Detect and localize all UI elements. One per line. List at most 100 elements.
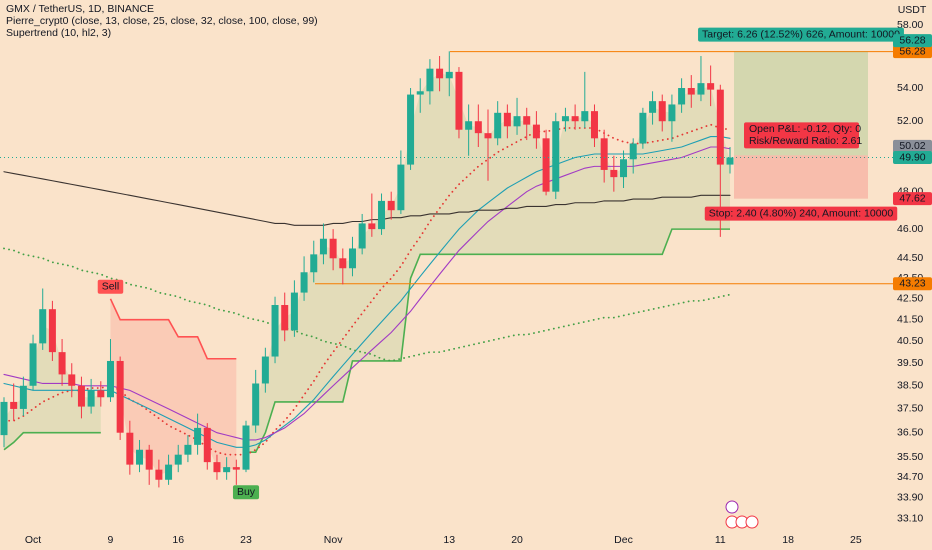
candle-body [687, 88, 695, 95]
candle-body [281, 305, 289, 331]
x-tick-label: 9 [108, 534, 114, 546]
sell-label: Sell [102, 281, 120, 293]
event-icon[interactable] [725, 500, 739, 514]
candle-body [697, 83, 705, 95]
candle-body [19, 385, 27, 409]
supertrend-line [109, 298, 237, 360]
candle-body [339, 258, 347, 269]
candle-body [116, 360, 124, 433]
candle-body [358, 223, 366, 249]
y-tick-label: 41.50 [897, 314, 923, 326]
candle-body [678, 88, 686, 105]
y-tick-label: 52.00 [897, 115, 923, 127]
x-tick-label: 11 [715, 534, 726, 546]
candle-body [252, 383, 260, 426]
candle-body [610, 169, 618, 178]
y-tick-label: 40.50 [897, 335, 923, 347]
candle-body [436, 68, 444, 79]
y-tick-label: 46.00 [897, 223, 923, 235]
line-price-tag: 43.23 [899, 278, 925, 290]
candle-body [726, 157, 734, 165]
x-tick-label: 16 [172, 534, 184, 546]
candle-body [426, 68, 434, 92]
candle-body [145, 449, 153, 470]
candle-body [77, 385, 85, 407]
x-tick-label: Dec [614, 534, 633, 546]
x-tick-label: 18 [782, 534, 794, 546]
candle-body [271, 305, 279, 357]
candle-body [10, 401, 18, 409]
candle-body [590, 111, 598, 139]
line-price-tag: 56.28 [899, 45, 925, 57]
moving-average [3, 123, 731, 456]
candle-body [581, 111, 589, 122]
candle-body [68, 374, 76, 386]
candle-body [97, 390, 105, 398]
candle-body [397, 164, 405, 211]
supertrend-line [3, 431, 101, 451]
entry-price-tag: 50.02 [899, 140, 925, 152]
candle-body [319, 238, 327, 255]
stop-label: Stop: 2.40 (4.80%) 240, Amount: 10000 [709, 207, 894, 219]
candle-body [126, 432, 134, 465]
plot-area [0, 51, 893, 488]
y-tick-label: 39.50 [897, 357, 923, 369]
buy-label: Buy [237, 486, 256, 498]
candle-body [707, 83, 715, 90]
x-tick-label: 25 [850, 534, 862, 546]
candle-body [174, 454, 182, 465]
entry-price-tag-bg [893, 139, 932, 153]
risk-reward-label: Risk/Reward Ratio: 2.61 [749, 135, 862, 147]
candle-body [29, 343, 37, 386]
supertrend-fill [4, 326, 101, 450]
candle-body [649, 101, 657, 113]
candle-body [484, 133, 492, 139]
candle-body [242, 425, 250, 470]
indicator-label: Supertrend (10, hl2, 3) [6, 27, 111, 39]
candle-body [203, 427, 211, 463]
candle-body [213, 462, 221, 473]
candle-body [416, 91, 424, 95]
candle-body [668, 104, 676, 122]
x-tick-label: 20 [511, 534, 523, 546]
candle-body [639, 112, 647, 144]
x-tick-label: Oct [25, 534, 41, 546]
stop-price-tag-bg [893, 192, 932, 206]
supertrend-fill [246, 73, 730, 453]
candle-body [600, 138, 608, 170]
candle-body [48, 309, 56, 353]
last-price-tag: 49.90 [899, 151, 925, 163]
y-tick-label: 37.50 [897, 403, 923, 415]
chart-title: GMX / TetherUS, 1D, BINANCE [6, 3, 154, 15]
candle-body [300, 272, 308, 293]
candle-body [455, 71, 463, 130]
buy-label-bg [232, 485, 260, 500]
target-price-tag-bg [893, 34, 932, 48]
candle-body [532, 124, 540, 139]
candle-body [87, 390, 95, 407]
icons [725, 500, 759, 529]
candle-body [445, 71, 453, 79]
stop-label-bg [704, 206, 898, 221]
candle-body [348, 248, 356, 269]
candle-body [155, 469, 163, 480]
candle-body [310, 254, 318, 273]
event-icon[interactable] [745, 515, 759, 529]
x-tick-label: Nov [324, 534, 343, 546]
candle-body [620, 159, 628, 178]
candle-body [165, 464, 173, 480]
x-tick-label: 23 [240, 534, 252, 546]
candle-body [290, 292, 298, 331]
moving-average [3, 136, 731, 448]
line-price-tag-bg [893, 277, 932, 291]
moving-average [3, 146, 731, 441]
indicator-label: Pierre_crypt0 (close, 13, close, 25, clo… [6, 15, 318, 27]
candle-body [368, 223, 376, 230]
loss-zone [734, 155, 868, 199]
last-price-tag-bg [893, 151, 932, 165]
y-tick-label: 34.70 [897, 471, 923, 483]
target-label-bg [698, 27, 904, 42]
supertrend-line [246, 228, 730, 454]
